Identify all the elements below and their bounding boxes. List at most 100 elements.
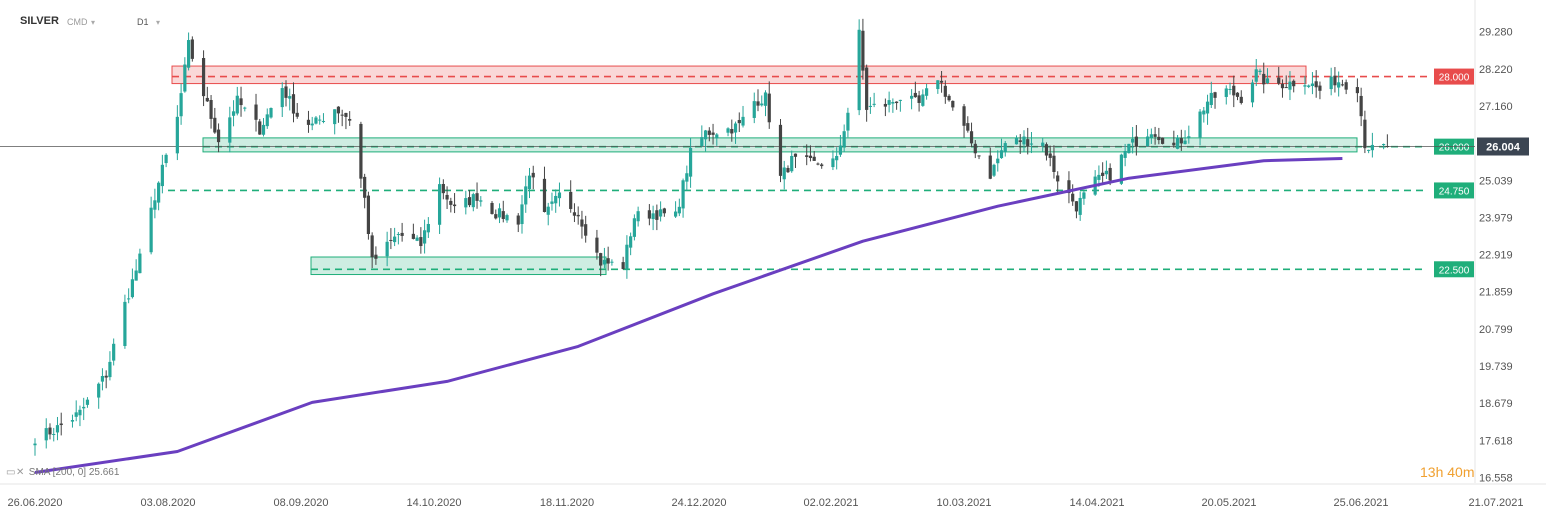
candle-body[interactable] bbox=[123, 301, 127, 346]
candle-body[interactable] bbox=[1359, 95, 1363, 117]
candle-body[interactable] bbox=[321, 120, 326, 122]
candle-body[interactable] bbox=[632, 218, 636, 237]
candle-body[interactable] bbox=[1104, 170, 1108, 175]
candle-body[interactable] bbox=[494, 214, 498, 219]
candle-body[interactable] bbox=[715, 134, 719, 139]
candle-body[interactable] bbox=[183, 64, 187, 92]
candle-body[interactable] bbox=[1303, 85, 1307, 87]
candle-body[interactable] bbox=[1329, 76, 1333, 90]
candle-body[interactable] bbox=[1232, 85, 1236, 96]
candle-body[interactable] bbox=[134, 270, 138, 281]
candle-body[interactable] bbox=[1127, 143, 1131, 154]
candle-body[interactable] bbox=[112, 343, 116, 361]
candle-body[interactable] bbox=[1385, 146, 1389, 148]
candle-body[interactable] bbox=[602, 259, 607, 265]
candle-body[interactable] bbox=[374, 254, 378, 259]
candle-body[interactable] bbox=[1370, 144, 1374, 151]
candle-body[interactable] bbox=[1333, 75, 1337, 86]
candle-body[interactable] bbox=[1228, 88, 1232, 90]
candle-body[interactable] bbox=[711, 132, 715, 135]
candle-body[interactable] bbox=[1052, 155, 1056, 172]
candle-body[interactable] bbox=[580, 219, 584, 227]
candle-body[interactable] bbox=[741, 116, 745, 126]
candle-body[interactable] bbox=[52, 433, 56, 435]
candle-body[interactable] bbox=[939, 80, 944, 83]
chevron-down-icon[interactable]: ▾ bbox=[91, 18, 96, 27]
indicator-legend[interactable]: ▭✕ SMA [200, 0] 25.661 bbox=[6, 467, 119, 478]
candle-body[interactable] bbox=[921, 94, 925, 106]
candle-body[interactable] bbox=[1367, 149, 1371, 151]
candle-body[interactable] bbox=[610, 261, 614, 263]
candle-body[interactable] bbox=[790, 155, 794, 172]
candle-body[interactable] bbox=[1146, 136, 1150, 147]
candle-body[interactable] bbox=[531, 172, 535, 178]
candle-body[interactable] bbox=[389, 239, 393, 241]
candle-body[interactable] bbox=[569, 191, 573, 209]
candle-body[interactable] bbox=[857, 29, 861, 111]
candle-body[interactable] bbox=[838, 145, 843, 155]
candle-body[interactable] bbox=[1382, 144, 1386, 146]
candle-body[interactable] bbox=[261, 124, 266, 135]
candle-body[interactable] bbox=[733, 123, 738, 133]
candle-body[interactable] bbox=[595, 237, 599, 253]
candle-body[interactable] bbox=[505, 215, 509, 221]
candle-body[interactable] bbox=[550, 201, 554, 204]
support-zone[interactable] bbox=[310, 256, 607, 276]
candle-body[interactable] bbox=[1131, 138, 1135, 143]
candle-body[interactable] bbox=[996, 158, 1000, 164]
candle-body[interactable] bbox=[310, 123, 314, 126]
candle-body[interactable] bbox=[572, 212, 577, 216]
candle-body[interactable] bbox=[1258, 70, 1262, 72]
candle-body[interactable] bbox=[295, 112, 299, 117]
candle-body[interactable] bbox=[1179, 138, 1183, 144]
candle-body[interactable] bbox=[333, 109, 337, 125]
candle-body[interactable] bbox=[344, 112, 348, 117]
candle-body[interactable] bbox=[767, 93, 771, 123]
candle-body[interactable] bbox=[1078, 197, 1082, 215]
candle-body[interactable] bbox=[659, 209, 663, 217]
candle-body[interactable] bbox=[812, 156, 816, 161]
candle-body[interactable] bbox=[209, 100, 213, 119]
candle-body[interactable] bbox=[1209, 92, 1213, 105]
candle-body[interactable] bbox=[546, 206, 550, 215]
candle-body[interactable] bbox=[599, 253, 603, 266]
candle-body[interactable] bbox=[999, 150, 1004, 159]
candle-body[interactable] bbox=[130, 279, 134, 298]
candle-body[interactable] bbox=[831, 158, 835, 168]
candle-body[interactable] bbox=[291, 94, 296, 114]
candle-body[interactable] bbox=[527, 175, 532, 190]
candle-body[interactable] bbox=[1056, 175, 1060, 182]
candle-body[interactable] bbox=[887, 100, 891, 105]
candle-body[interactable] bbox=[1044, 144, 1049, 156]
candle-body[interactable] bbox=[411, 233, 415, 239]
candle-body[interactable] bbox=[475, 193, 479, 201]
candle-body[interactable] bbox=[1048, 153, 1052, 158]
candle-body[interactable] bbox=[947, 95, 951, 101]
candle-body[interactable] bbox=[415, 237, 419, 241]
candle-body[interactable] bbox=[629, 236, 633, 248]
candle-body[interactable] bbox=[1250, 82, 1255, 103]
candle-body[interactable] bbox=[55, 425, 60, 433]
candle-body[interactable] bbox=[835, 155, 839, 161]
candle-body[interactable] bbox=[756, 101, 760, 106]
candle-body[interactable] bbox=[231, 111, 236, 116]
candle-body[interactable] bbox=[490, 202, 494, 214]
candle-body[interactable] bbox=[1160, 137, 1165, 144]
candle-body[interactable] bbox=[306, 119, 311, 125]
candle-body[interactable] bbox=[138, 253, 142, 274]
candle-body[interactable] bbox=[673, 211, 678, 217]
candle-body[interactable] bbox=[314, 117, 318, 124]
sma-200-line[interactable] bbox=[34, 157, 1343, 474]
candle-body[interactable] bbox=[164, 154, 168, 164]
candle-body[interactable] bbox=[1280, 83, 1285, 89]
candle-body[interactable] bbox=[1344, 82, 1348, 90]
candle-body[interactable] bbox=[340, 114, 344, 116]
candle-body[interactable] bbox=[977, 155, 981, 157]
candle-body[interactable] bbox=[127, 298, 131, 300]
candle-body[interactable] bbox=[235, 95, 239, 114]
candle-body[interactable] bbox=[213, 117, 217, 133]
candle-body[interactable] bbox=[793, 153, 798, 157]
candle-body[interactable] bbox=[74, 412, 78, 417]
